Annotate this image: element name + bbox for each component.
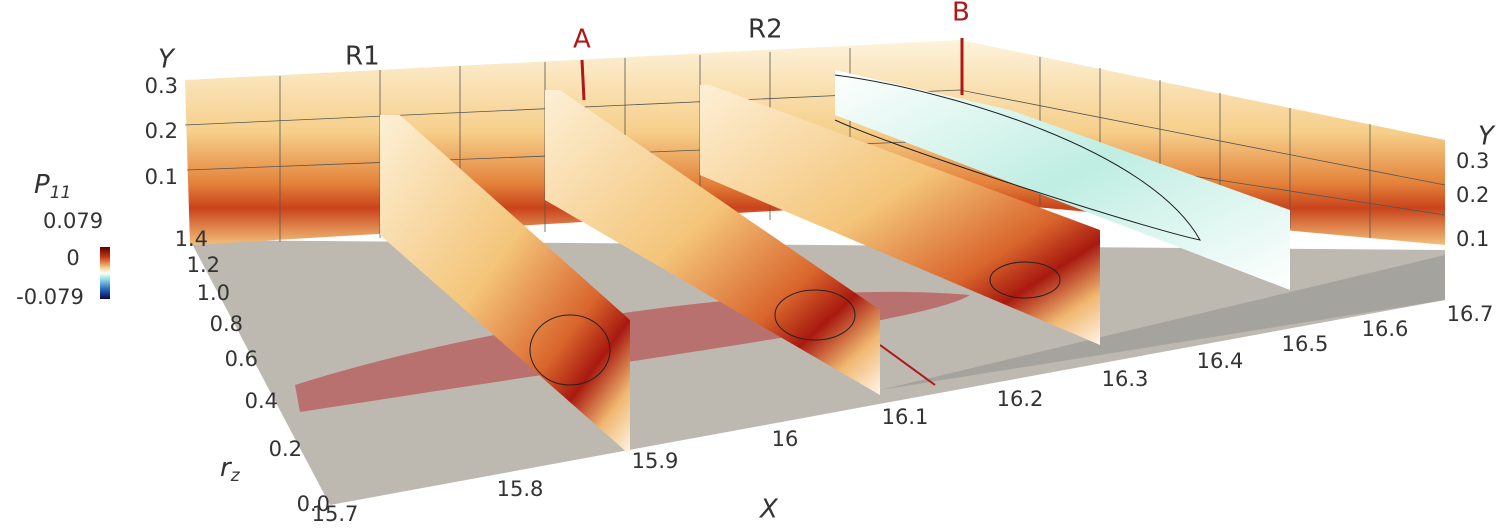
y-axis-label: Y	[158, 45, 176, 75]
x-tick-label: 16.2	[997, 387, 1044, 411]
slice	[835, 70, 1290, 290]
rz-tick-label: 0.0	[297, 492, 330, 516]
marker-a	[580, 59, 586, 101]
section-label: R1	[345, 42, 380, 72]
subscript: 11	[50, 183, 72, 203]
rz-tick-label: 0.4	[245, 389, 278, 413]
contour	[834, 74, 1201, 241]
colorbar-tick: 0.079	[43, 209, 103, 233]
section-label: R2	[748, 15, 783, 45]
x-tick-label: 15.9	[632, 449, 679, 473]
floor-shade	[880, 255, 1445, 390]
y-axis-label: Y	[1478, 122, 1496, 152]
ticks: 15.7 15.8 15.9 16 16.1 16.2 16.3 16.4 16.5 16.6 16…	[145, 74, 1494, 526]
x-tick-label: 15.8	[497, 477, 544, 501]
y-tick-label: 0.2	[145, 119, 178, 143]
x-tick-label: 16.7	[1447, 302, 1494, 326]
y-tick-label: 0.3	[145, 74, 178, 98]
colorbar-tick: 0	[66, 246, 79, 270]
y-tick-label: 0.1	[145, 165, 178, 189]
marker-a-floor	[879, 344, 936, 386]
slices	[380, 70, 1290, 455]
rz-tick-label: 0.6	[225, 347, 258, 371]
section-label: A	[573, 25, 591, 55]
rz-tick-label: 0.2	[269, 437, 302, 461]
slice	[700, 85, 1100, 345]
x-tick-label: 16	[772, 427, 799, 451]
x-tick-label: 16.4	[1197, 349, 1244, 373]
x-tick-label: 16.6	[1362, 317, 1409, 341]
y-tick-label: 0.3	[1456, 149, 1489, 173]
contour	[774, 289, 856, 341]
colorbar	[100, 247, 110, 299]
symbol: P	[34, 170, 50, 200]
rz-tick-label: 1.4	[175, 227, 208, 251]
rz-tick-label: 1.2	[187, 253, 220, 277]
subscript: z	[230, 466, 241, 486]
contour	[529, 314, 611, 386]
y-tick-label: 0.2	[1456, 183, 1489, 207]
colorbar-label: P11	[34, 170, 71, 204]
section-label: B	[952, 0, 970, 28]
colorbar-tick: -0.079	[16, 285, 84, 309]
rz-axis-label: rz	[220, 453, 241, 487]
contour	[989, 261, 1061, 299]
slice	[380, 115, 630, 455]
y-tick-label: 0.1	[1456, 227, 1489, 251]
x-tick-label: 16.3	[1102, 367, 1149, 391]
x-tick-label: 16.1	[882, 405, 929, 429]
symbol: r	[220, 453, 233, 483]
slice	[545, 90, 880, 395]
x-axis-label: X	[758, 495, 779, 525]
rz-tick-label: 1.0	[197, 281, 230, 305]
rz-tick-label: 0.8	[210, 312, 243, 336]
x-tick-label: 16.5	[1282, 332, 1329, 356]
x-tick-label: 15.7	[312, 502, 359, 526]
